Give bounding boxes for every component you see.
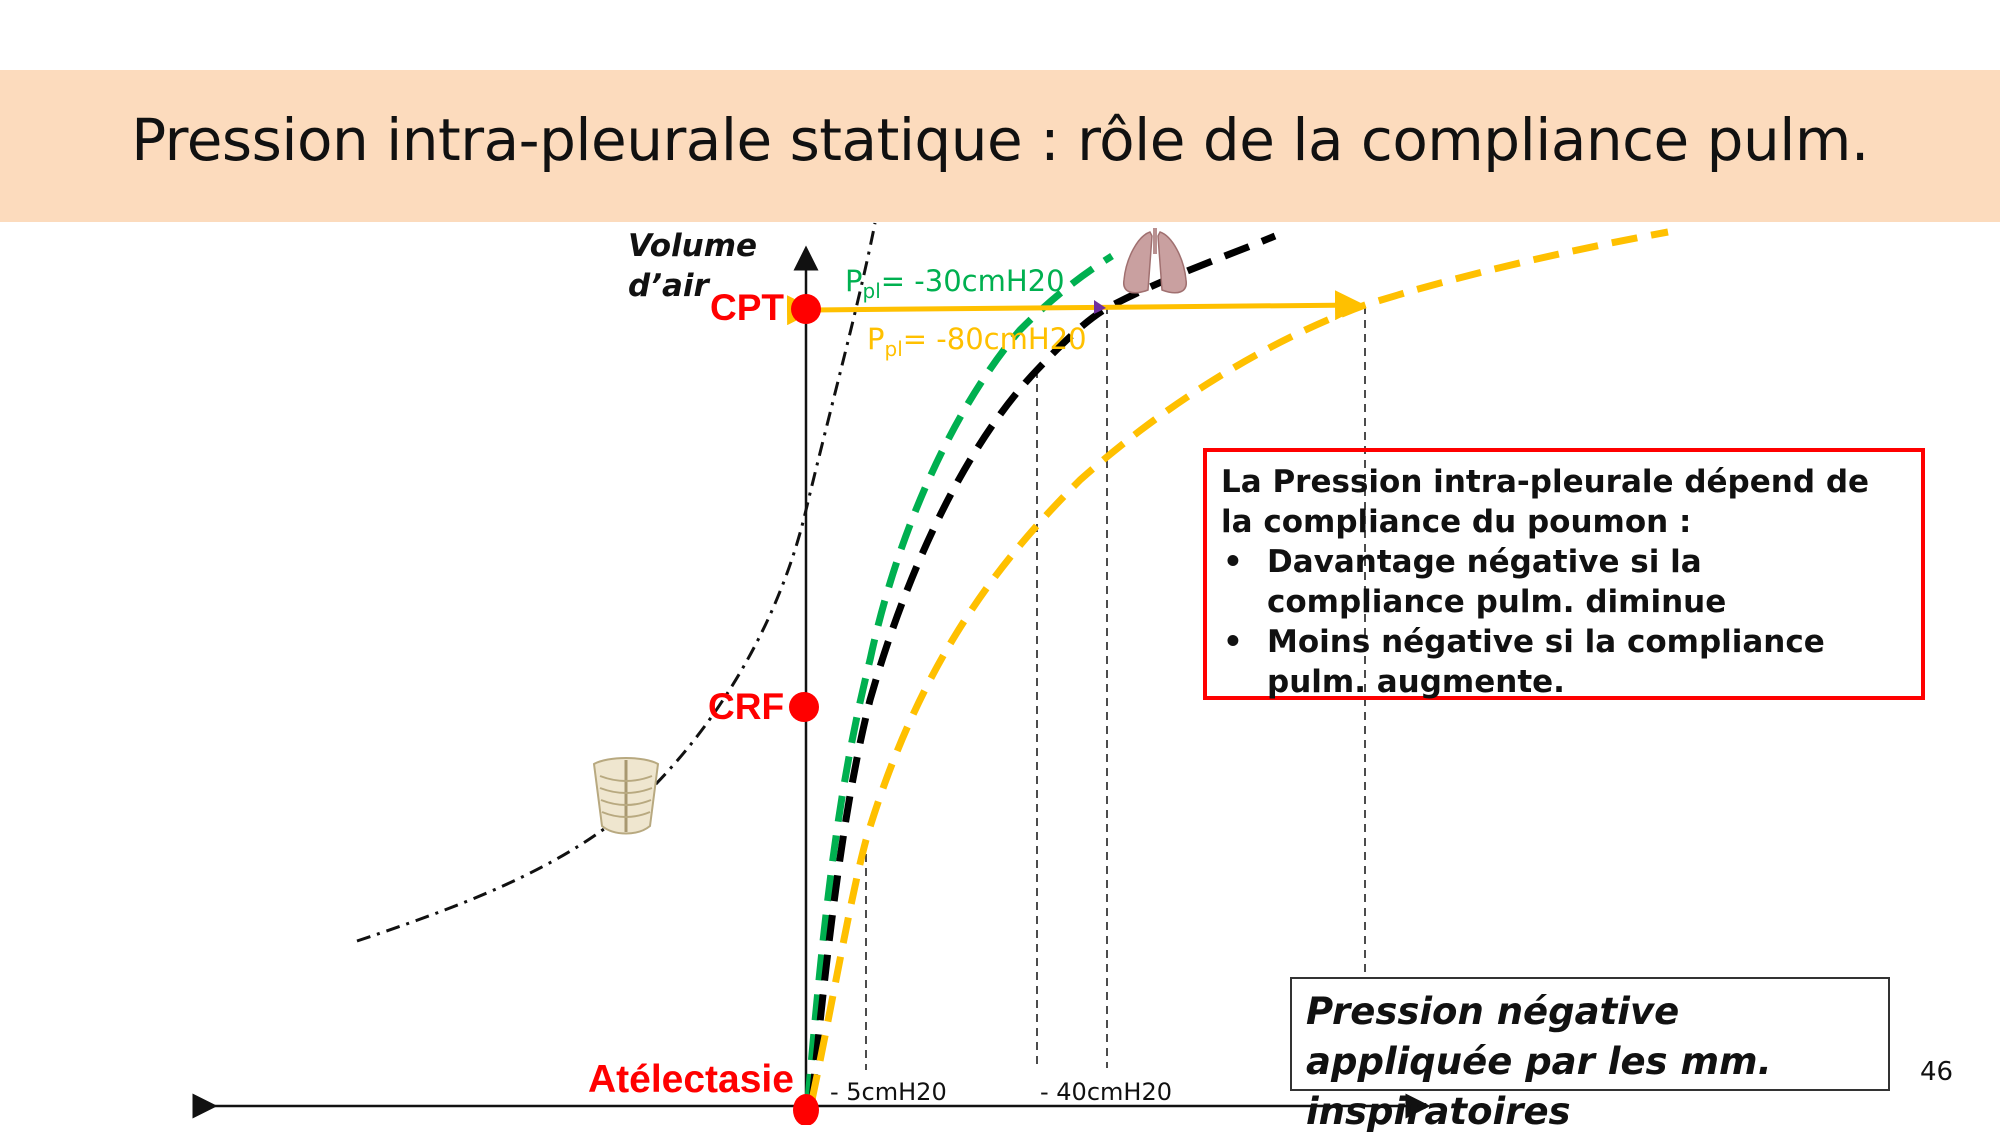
green-compliance-curve (804, 253, 1114, 1101)
info-intro: La Pression intra-pleurale dépend de la … (1221, 464, 1870, 540)
ribcage-icon (592, 757, 660, 835)
crf-point (789, 692, 819, 722)
page-number: 46 (1920, 1057, 1954, 1087)
ppl-value: = -30cmH20 (880, 264, 1065, 298)
info-bullet: Davantage négative si la compliance pulm… (1221, 542, 1907, 622)
slide-title: Pression intra-pleurale statique : rôle … (131, 106, 1869, 174)
crf-label: CRF (708, 686, 785, 727)
ppl-prefix: P (845, 264, 863, 298)
cpt-pressure-arrow (786, 290, 1365, 326)
orange-compliance-curve (808, 228, 1669, 1101)
info-bullet: Moins négative si la compliance pulm. au… (1221, 622, 1907, 702)
lungs-icon (1123, 228, 1187, 294)
y-axis-label-line1: Volume (628, 228, 758, 264)
ppl-sub: pl (862, 278, 881, 303)
ppl-value: = -80cmH20 (902, 322, 1087, 356)
purple-marker (1094, 300, 1106, 314)
orange-pressure-label: Ppl= -80cmH20 (867, 322, 1087, 361)
title-band: Pression intra-pleurale statique : rôle … (0, 70, 2000, 222)
atelectasie-point (793, 1094, 819, 1125)
atelectasie-label: Atélectasie (588, 1058, 794, 1101)
green-pressure-label: Ppl= -30cmH20 (845, 264, 1065, 303)
chest-wall-curve (356, 222, 877, 943)
tick-label-40: - 40cmH20 (1040, 1078, 1172, 1106)
black-compliance-curve (808, 232, 1277, 1101)
y-axis-label-line2: d’air (628, 268, 709, 304)
ppl-prefix: P (867, 322, 885, 356)
ppl-sub: pl (884, 336, 903, 361)
info-box: La Pression intra-pleurale dépend de la … (1203, 448, 1925, 700)
cpt-point (791, 294, 821, 324)
y-axis-label: Volume d’air (628, 226, 757, 306)
tick-label-5: - 5cmH20 (830, 1078, 947, 1106)
info-bullets: Davantage négative si la compliance pulm… (1221, 542, 1907, 702)
pressure-box: Pression négative appliquée par les mm. … (1290, 977, 1890, 1133)
cpt-label: CPT (710, 287, 784, 328)
